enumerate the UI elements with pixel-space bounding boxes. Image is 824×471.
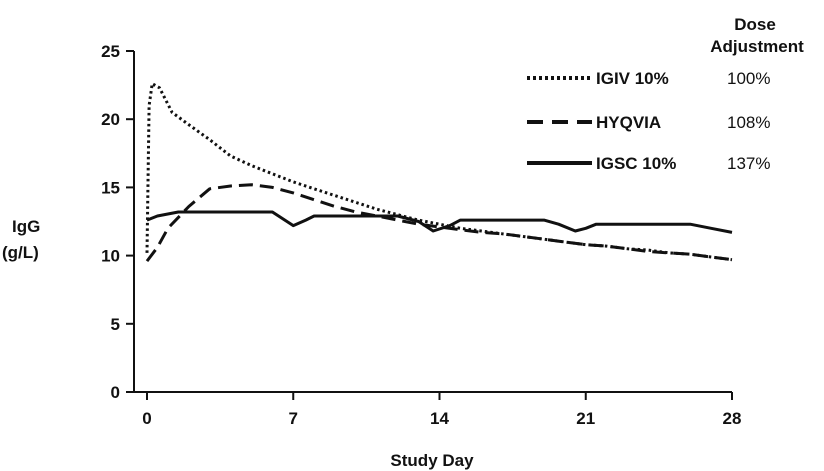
y-tick-label: 15 bbox=[101, 178, 120, 197]
legend-label-igsc: IGSC 10% bbox=[596, 154, 676, 173]
x-axis-title: Study Day bbox=[390, 451, 474, 470]
legend-dose-hyqvia: 108% bbox=[727, 113, 770, 132]
legend-header-line-2: Adjustment bbox=[710, 37, 804, 56]
legend-dose-igsc: 137% bbox=[727, 154, 770, 173]
legend-label-igiv: IGIV 10% bbox=[596, 69, 669, 88]
legend: Dose Adjustment IGIV 10% 100% HYQVIA 108… bbox=[527, 15, 804, 173]
y-axis-title-line-2: (g/L) bbox=[2, 243, 39, 262]
y-tick-label: 5 bbox=[111, 315, 120, 334]
legend-label-hyqvia: HYQVIA bbox=[596, 113, 661, 132]
y-tick-label: 0 bbox=[111, 383, 120, 402]
x-tick-label: 7 bbox=[289, 409, 298, 428]
legend-header-line-1: Dose bbox=[734, 15, 776, 34]
y-tick-label: 20 bbox=[101, 110, 120, 129]
y-tick-label: 10 bbox=[101, 247, 120, 266]
series-group bbox=[145, 82, 733, 263]
y-tick-label: 25 bbox=[101, 42, 120, 61]
x-tick-label: 0 bbox=[142, 409, 151, 428]
x-tick-label: 28 bbox=[723, 409, 742, 428]
legend-dose-igiv: 100% bbox=[727, 69, 770, 88]
series-line-igsc-10 bbox=[146, 210, 733, 234]
series-line-hyqvia bbox=[145, 183, 733, 263]
x-tick-label: 14 bbox=[430, 409, 449, 428]
x-tick-label: 21 bbox=[576, 409, 595, 428]
y-tick-group: 0 5 10 15 20 25 bbox=[101, 42, 134, 402]
x-tick-group: 0 7 14 21 28 bbox=[142, 392, 741, 428]
y-axis-title-line-1: IgG bbox=[12, 217, 40, 236]
